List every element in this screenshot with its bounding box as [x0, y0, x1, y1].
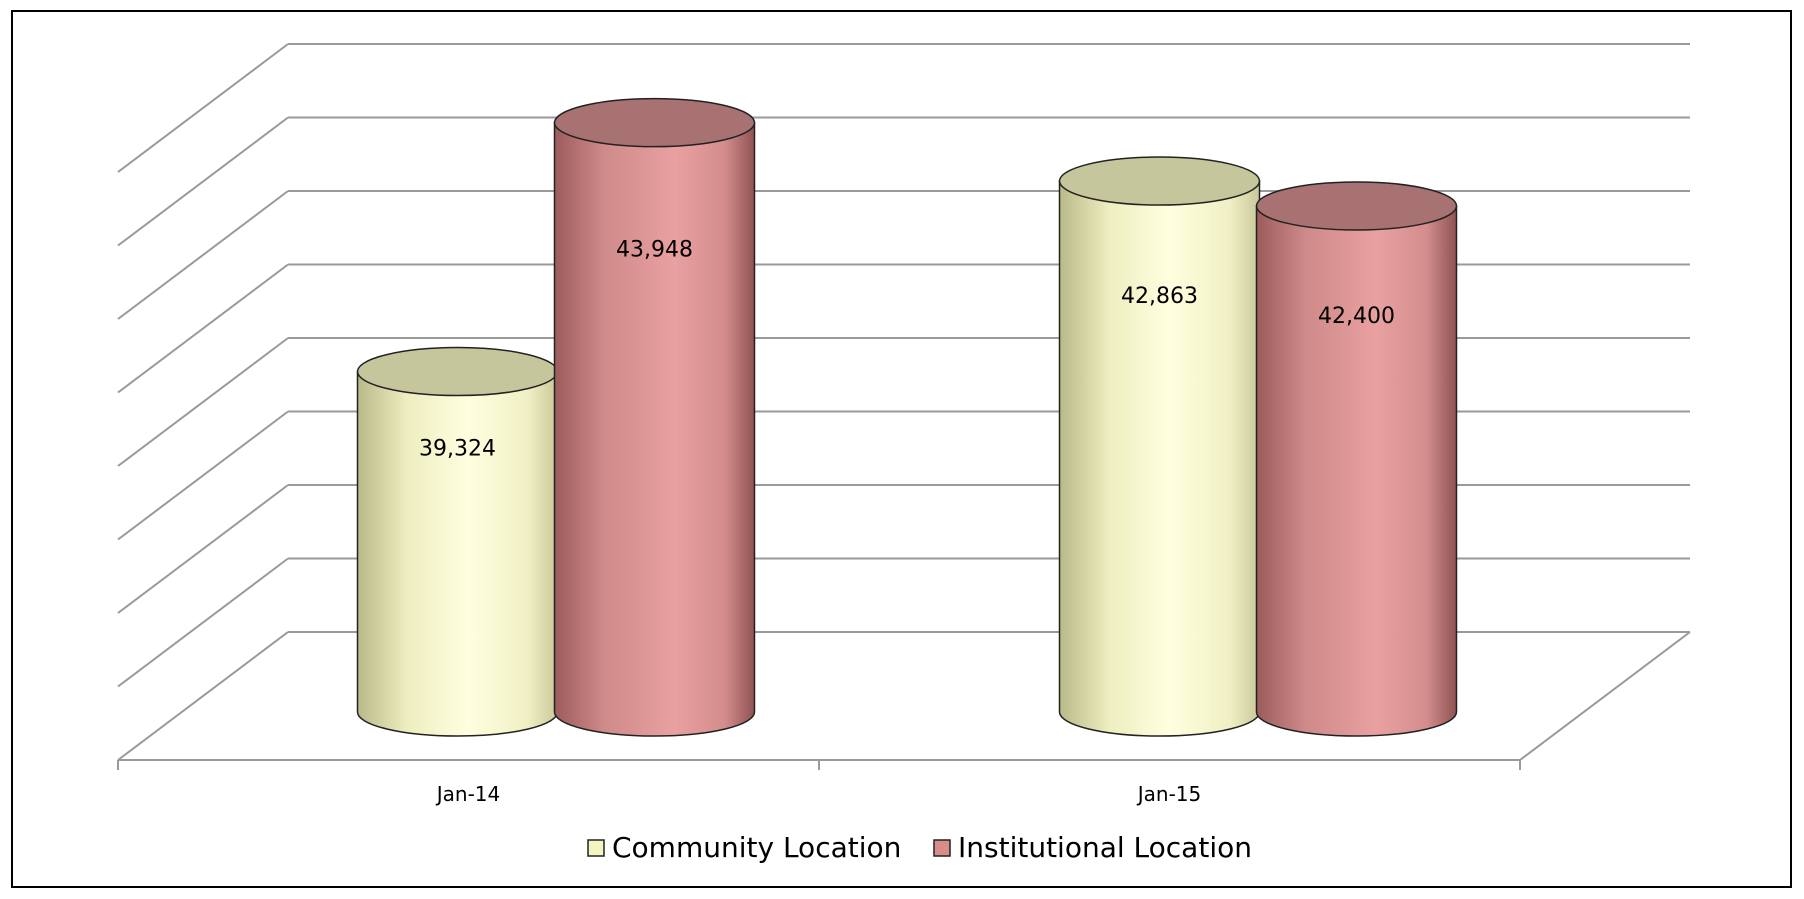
- legend-label: Community Location: [612, 831, 901, 864]
- bar-top: [553, 97, 756, 148]
- bar-top: [356, 346, 559, 397]
- data-label: 39,324: [419, 437, 496, 462]
- bar-body: [1255, 205, 1458, 737]
- floor-right-edge: [1519, 631, 1691, 761]
- legend-swatch: [933, 839, 951, 857]
- bar-body: [553, 121, 756, 737]
- data-label: 43,948: [616, 238, 693, 263]
- bar-community-1: [356, 346, 559, 737]
- side-gridline: [117, 263, 289, 394]
- legend-item-institutional: Institutional Location: [933, 831, 1252, 864]
- legend-label: Institutional Location: [958, 831, 1252, 864]
- legend: Community Location Institutional Location: [587, 831, 1252, 864]
- bar-top: [1255, 181, 1458, 231]
- bar-body: [356, 370, 559, 737]
- chart-frame: [11, 10, 1792, 888]
- side-gridline: [117, 484, 289, 614]
- bar-institutional-2: [1255, 181, 1458, 737]
- legend-swatch: [587, 839, 605, 857]
- side-gridline: [117, 631, 289, 761]
- bar-institutional-1: [553, 97, 756, 737]
- x-tick-label: Jan-15: [1136, 782, 1202, 806]
- data-label: 42,400: [1318, 304, 1395, 329]
- side-gridline: [117, 116, 289, 247]
- bar-series: [356, 97, 1458, 737]
- data-labels: 39,324 43,948 42,863 42,400: [419, 238, 1395, 462]
- side-gridline: [117, 557, 289, 688]
- bar-community-2: [1058, 156, 1261, 737]
- side-gridline: [117, 337, 289, 467]
- bar-body: [1058, 180, 1261, 737]
- side-gridline: [117, 410, 289, 541]
- x-tick-label: Jan-14: [435, 782, 501, 806]
- bar-top: [1058, 156, 1261, 206]
- side-gridline: [117, 190, 289, 320]
- data-label: 42,863: [1121, 284, 1198, 309]
- side-gridline: [117, 43, 289, 173]
- x-axis: Jan-14 Jan-15: [117, 760, 1521, 806]
- legend-item-community: Community Location: [587, 831, 901, 864]
